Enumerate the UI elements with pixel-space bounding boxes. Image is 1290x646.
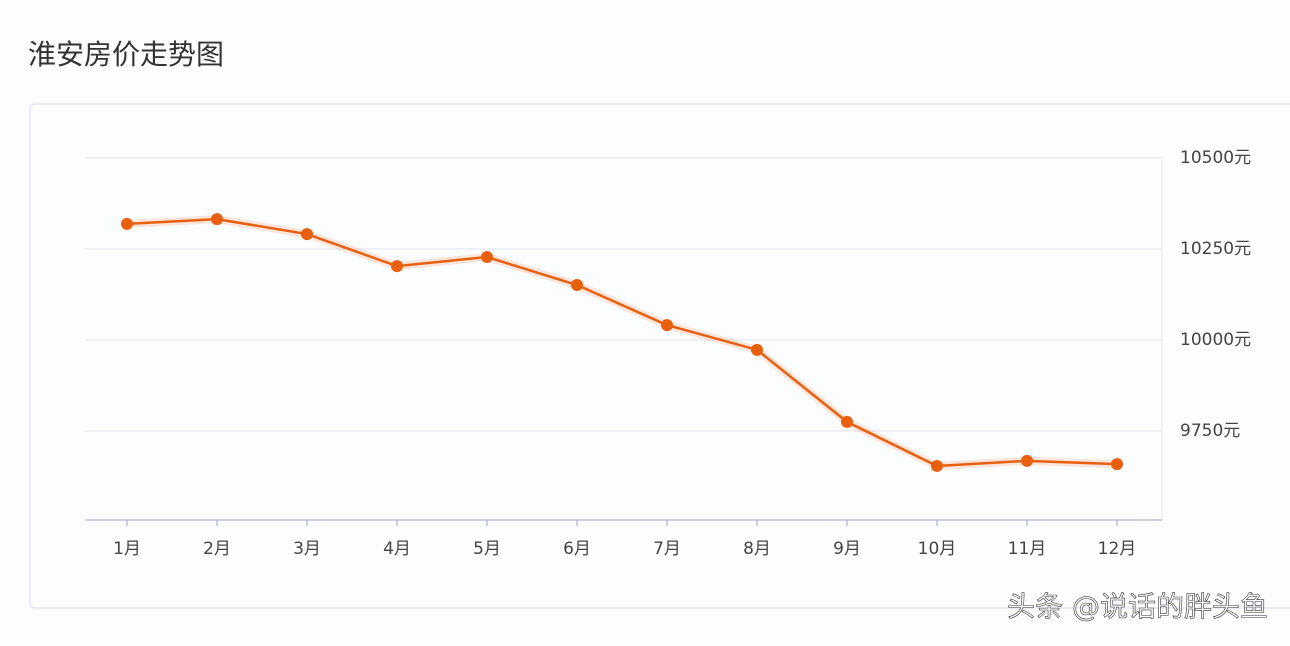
x-tick-label: 8月 (743, 539, 771, 559)
x-tick-label: 2月 (203, 539, 231, 559)
x-tick-label: 1月 (113, 539, 141, 559)
point (841, 415, 853, 428)
point (661, 319, 673, 332)
x-tick-label: 12月 (1098, 539, 1137, 559)
point (1111, 458, 1123, 471)
x-tick-label: 4月 (383, 539, 411, 559)
point (751, 343, 763, 356)
point (211, 213, 223, 226)
point (931, 459, 943, 472)
watermark: 头条 @说话的胖头鱼 (1007, 590, 1268, 623)
y-tick-label: 9750元 (1180, 421, 1240, 441)
y-tick-label: 10000元 (1180, 330, 1251, 350)
point (1021, 454, 1033, 467)
x-tick-label: 7月 (653, 539, 681, 559)
x-tick-label: 11月 (1008, 539, 1047, 559)
chart-title: 淮安房价走势图 (28, 38, 224, 71)
point (391, 260, 403, 273)
chart-panel (29, 103, 1290, 609)
x-tick-label: 3月 (293, 539, 321, 559)
point (121, 217, 133, 230)
x-tick-label: 9月 (833, 539, 861, 559)
point (301, 228, 313, 241)
line (126, 217, 1118, 468)
point (571, 279, 583, 292)
y-tick-label: 10500元 (1180, 148, 1251, 168)
x-tick-label: 5月 (473, 539, 501, 559)
y-tick-label: 10250元 (1180, 239, 1251, 259)
point (481, 251, 493, 264)
x-tick-label: 10月 (918, 539, 957, 559)
x-tick-label: 6月 (563, 539, 591, 559)
